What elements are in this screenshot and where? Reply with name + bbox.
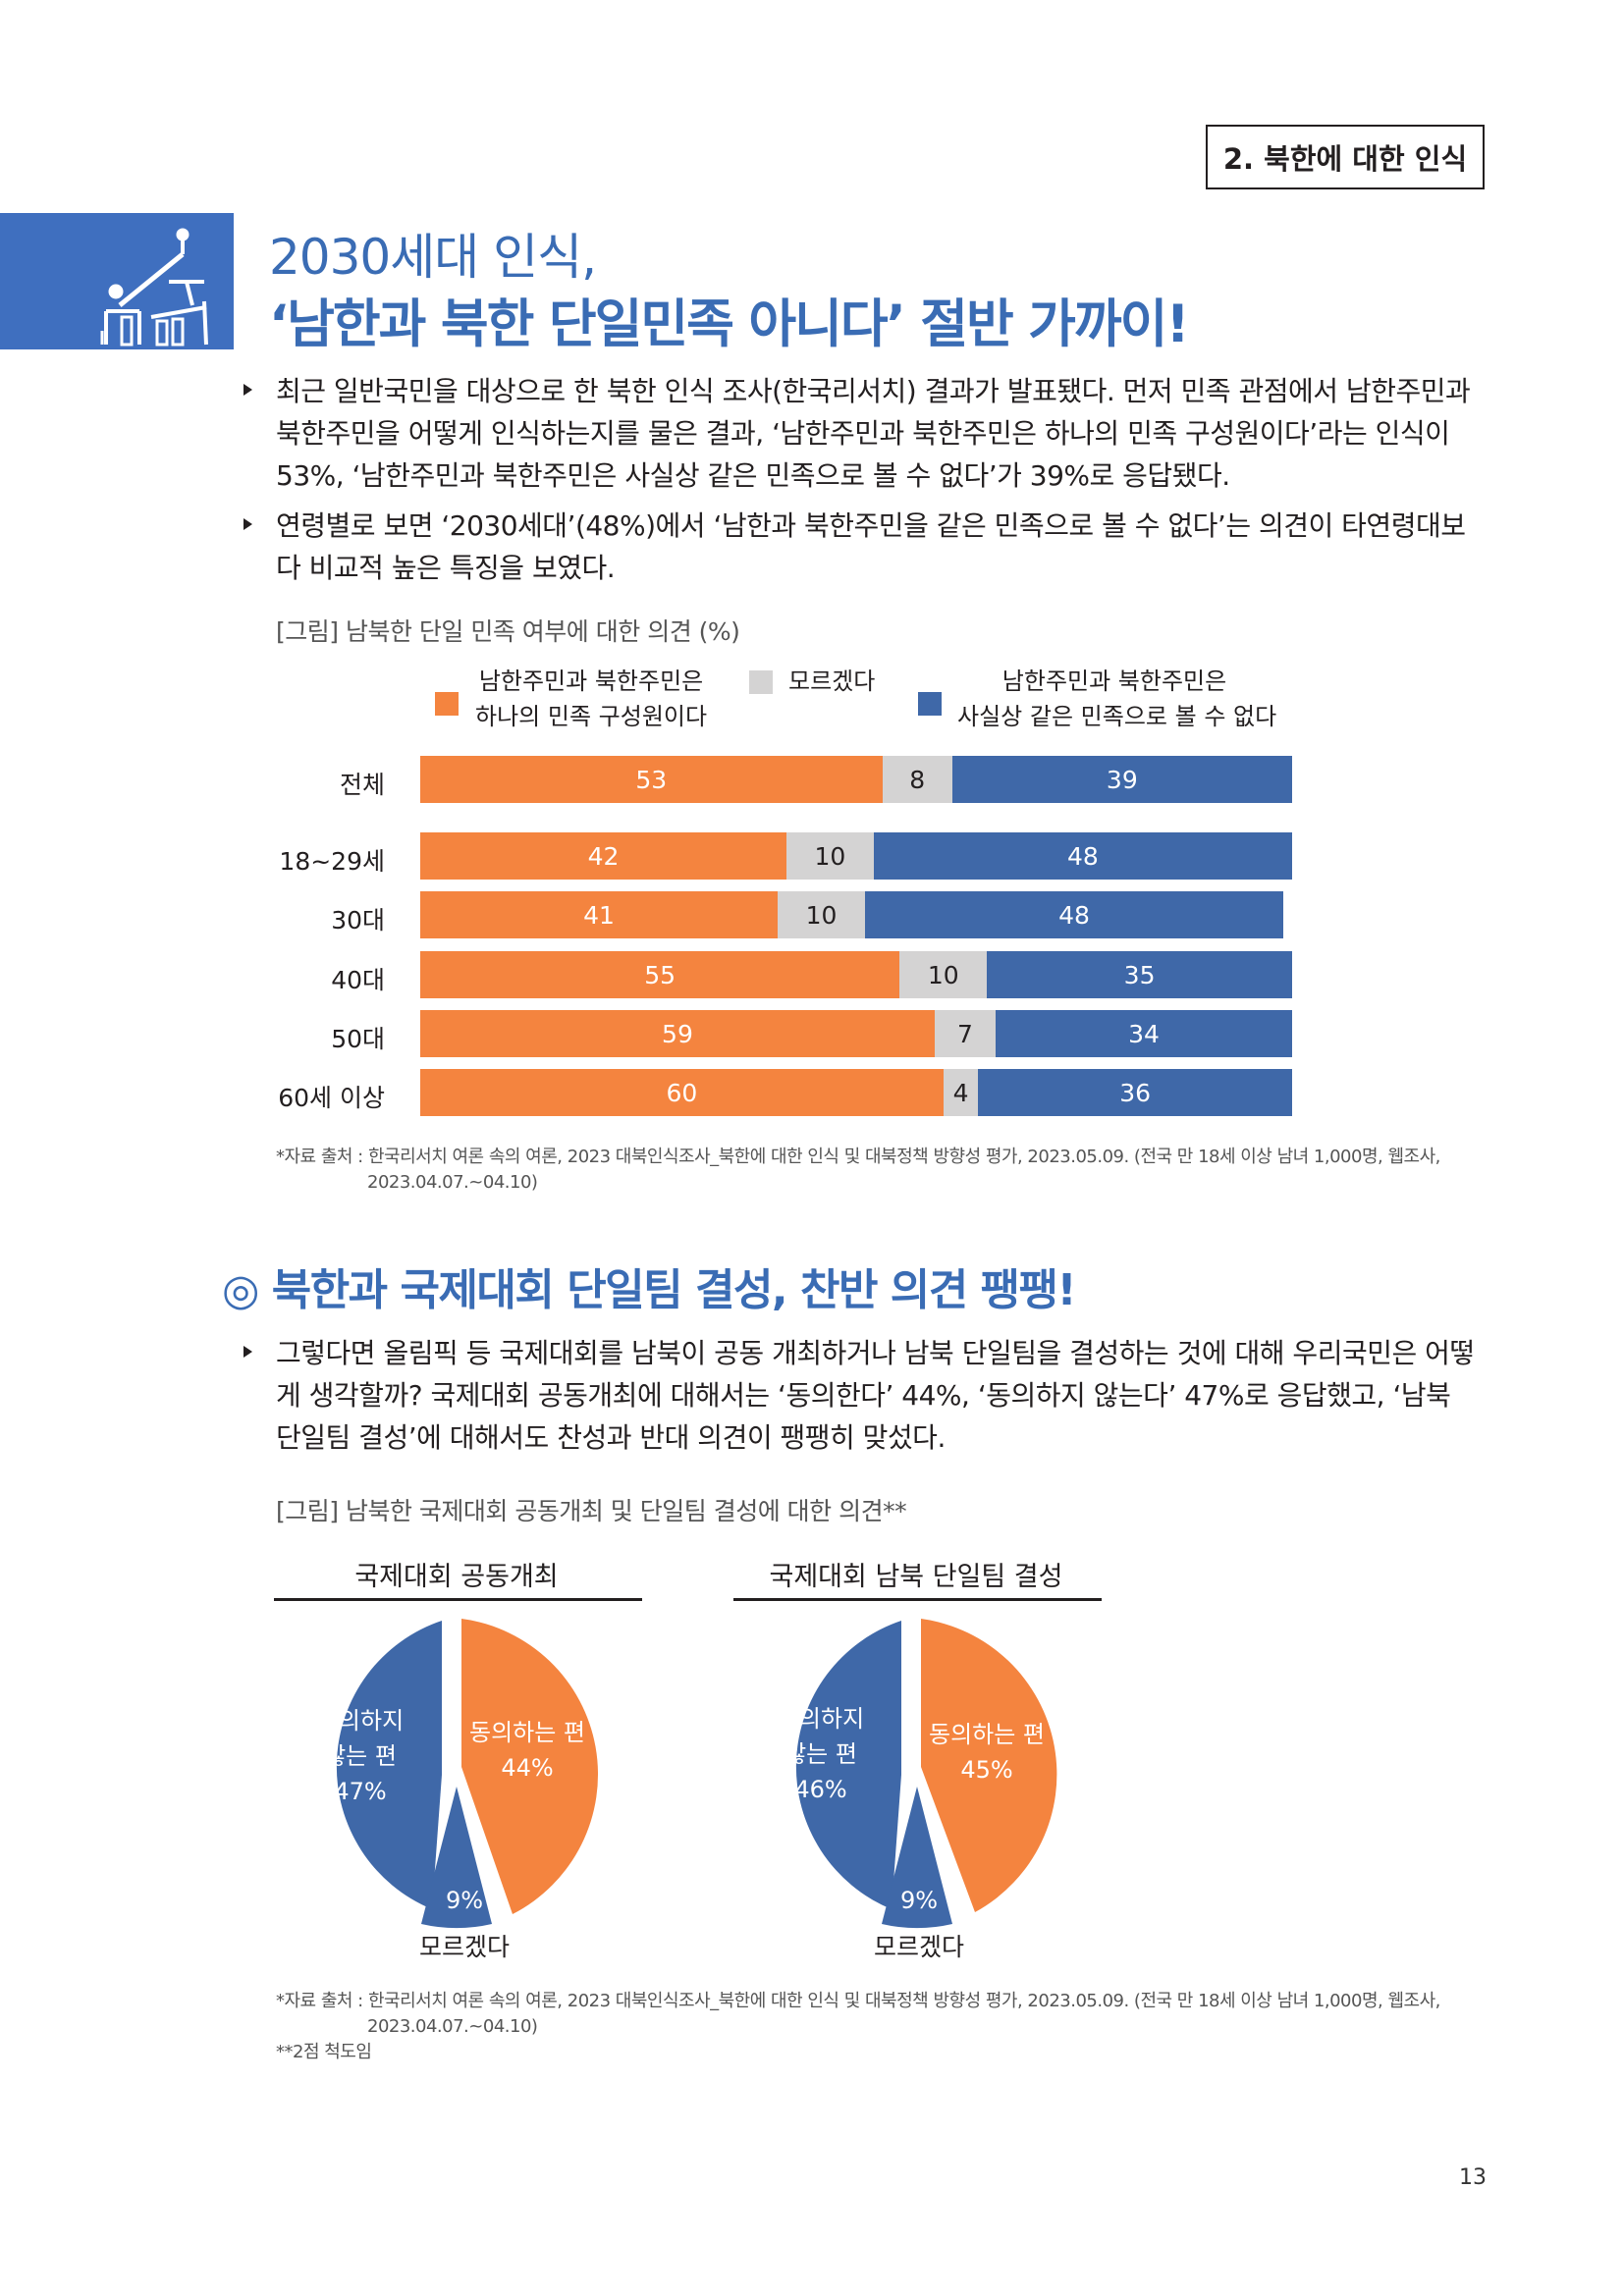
pie-label-disagree: 동의하지 bbox=[317, 1707, 404, 1735]
pie-label-agree: 동의하는 편 bbox=[929, 1721, 1045, 1748]
row-label: 18~29세 bbox=[279, 847, 385, 876]
row-label: 전체 bbox=[339, 771, 385, 799]
bar-segment: 59 bbox=[420, 1010, 935, 1057]
pie-label-agree: 동의하는 편 bbox=[469, 1719, 585, 1746]
page-number: 13 bbox=[1459, 2165, 1487, 2190]
row-label: 40대 bbox=[331, 966, 385, 994]
paragraph: 연령별로 보면 ‘2030세대’(48%)에서 ‘남한과 북한주민을 같은 민족… bbox=[276, 509, 1466, 584]
pie-slice-agree bbox=[921, 1619, 1057, 1912]
bar-segment: 39 bbox=[951, 756, 1292, 803]
section-tag: 2. 북한에 대한 인식 bbox=[1206, 125, 1485, 189]
bar-segment: 34 bbox=[996, 1010, 1292, 1057]
bar-segment: 53 bbox=[420, 756, 883, 803]
bar-segment: 55 bbox=[420, 951, 900, 998]
pie-label-unknown: 모르겠다 bbox=[874, 1933, 964, 1961]
bullet-icon bbox=[243, 1346, 252, 1358]
bar-segment: 10 bbox=[899, 951, 988, 998]
pie-title-rule bbox=[274, 1598, 642, 1601]
bar-segment: 41 bbox=[420, 891, 779, 938]
bar-segment: 35 bbox=[987, 951, 1292, 998]
pie-slice-unknown bbox=[882, 1787, 952, 1929]
legend-swatch-disagree bbox=[918, 692, 942, 716]
bar-segment: 60 bbox=[420, 1069, 944, 1116]
pie-label-disagree: 않는 편 bbox=[324, 1742, 397, 1770]
pie-label-disagree: 않는 편 bbox=[784, 1740, 857, 1768]
paragraph: 최근 일반국민을 대상으로 한 북한 인식 조사(한국리서치) 결과가 발표됐다… bbox=[276, 375, 1471, 492]
figure-caption: [그림] 남북한 국제대회 공동개최 및 단일팀 결성에 대한 의견** bbox=[276, 1497, 907, 1525]
source-note: *자료 출처 : 한국리서치 여론 속의 여론, 2023 대북인식조사_북한에… bbox=[276, 1147, 1440, 1193]
legend-label-disagree: 남한주민과 북한주민은 사실상 같은 민족으로 볼 수 없다 bbox=[957, 667, 1277, 730]
legend-label-agree: 남한주민과 북한주민은 하나의 민족 구성원이다 bbox=[475, 667, 708, 730]
row-label: 30대 bbox=[331, 906, 385, 934]
bar-segment: 4 bbox=[943, 1069, 979, 1116]
pie-chart-cohost: 동의하지 않는 편 47% 동의하는 편 44% 9% 모르겠다 bbox=[317, 1619, 599, 1961]
row-label: 60세 이상 bbox=[278, 1084, 385, 1112]
bullet-icon bbox=[243, 384, 252, 396]
subheading: ◎ 북한과 국제대회 단일팀 결성, 찬반 의견 팽팽! bbox=[222, 1265, 1077, 1315]
bar-segment: 10 bbox=[785, 832, 874, 880]
pie-slice-agree bbox=[461, 1619, 599, 1914]
title-band bbox=[0, 213, 234, 349]
legend-label-unknown: 모르겠다 bbox=[788, 667, 876, 695]
bar-segment: 48 bbox=[873, 832, 1292, 880]
bar-segment: 10 bbox=[778, 891, 865, 938]
title-line2: ‘남한과 북한 단일민족 아니다’ 절반 가까이! bbox=[269, 294, 1190, 354]
pie-slice-disagree bbox=[795, 1621, 901, 1909]
pie-title-rule bbox=[733, 1598, 1102, 1601]
legend-swatch-agree bbox=[435, 692, 459, 716]
pie-slice-unknown bbox=[421, 1787, 492, 1929]
bar-segment: 48 bbox=[864, 891, 1284, 938]
seesaw-chart-icon bbox=[100, 228, 208, 347]
title-line1: 2030세대 인식, bbox=[269, 229, 597, 286]
pie-label-agree-pct: 44% bbox=[501, 1754, 553, 1782]
figure-caption: [그림] 남북한 단일 민족 여부에 대한 의견 (%) bbox=[276, 617, 740, 646]
pie-label-unknown-pct: 9% bbox=[446, 1887, 483, 1914]
pie-label-agree-pct: 45% bbox=[960, 1756, 1012, 1784]
pie-label-unknown-pct: 9% bbox=[900, 1887, 938, 1914]
source-note: *자료 출처 : 한국리서치 여론 속의 여론, 2023 대북인식조사_북한에… bbox=[276, 1991, 1440, 2062]
bar-segment: 8 bbox=[882, 756, 952, 803]
bullet-icon bbox=[243, 518, 252, 530]
pie-label-disagree: 동의하지 bbox=[778, 1705, 864, 1733]
pie-label-disagree-pct: 46% bbox=[794, 1776, 846, 1803]
pie-chart-unified-team: 동의하지 않는 편 46% 동의하는 편 45% 9% 모르겠다 bbox=[778, 1619, 1057, 1961]
pie-title-cohost: 국제대회 공동개최 bbox=[354, 1562, 559, 1592]
bar-segment: 36 bbox=[978, 1069, 1292, 1116]
pie-title-unified-team: 국제대회 남북 단일팀 결성 bbox=[769, 1562, 1063, 1592]
bar-segment: 7 bbox=[934, 1010, 997, 1057]
paragraph: 그렇다면 올림픽 등 국제대회를 남북이 공동 개최하거나 남북 단일팀을 결성… bbox=[276, 1337, 1475, 1454]
legend-swatch-unknown bbox=[749, 670, 773, 694]
pie-label-disagree-pct: 47% bbox=[334, 1778, 386, 1805]
bar-segment: 42 bbox=[420, 832, 786, 880]
pie-label-unknown: 모르겠다 bbox=[419, 1933, 510, 1961]
row-label: 50대 bbox=[331, 1025, 385, 1053]
pie-slice-disagree bbox=[336, 1621, 442, 1909]
